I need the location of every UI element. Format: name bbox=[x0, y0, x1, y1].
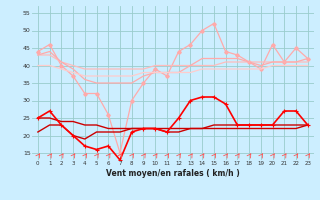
X-axis label: Vent moyen/en rafales ( km/h ): Vent moyen/en rafales ( km/h ) bbox=[106, 169, 240, 178]
